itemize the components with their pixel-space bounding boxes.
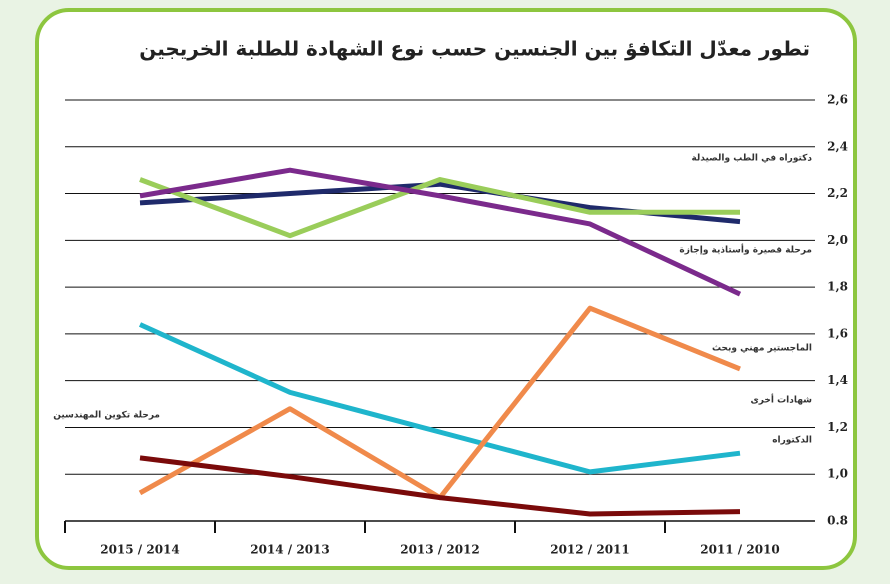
- annotation: دكتوراه في الطب والصيدلة: [691, 154, 812, 164]
- annotation: مرحلة قصيرة وأستاذية وإجازة: [679, 244, 812, 256]
- y-tick-label: 1,8: [827, 280, 848, 294]
- x-tick-label: 2014 / 2013: [250, 543, 330, 557]
- y-tick-label: 0.8: [827, 514, 848, 528]
- y-tick-label: 1,6: [827, 326, 848, 340]
- y-tick-label: 2,2: [827, 186, 848, 200]
- annotation: مرحلة تكوين المهندسين: [53, 411, 160, 421]
- chart: تطور معدّل التكافؤ بين الجنسين حسب نوع ا…: [0, 0, 890, 580]
- annotation: الدكتوراه: [772, 436, 812, 446]
- annotation: الماجستير مهني وبحث: [712, 344, 812, 354]
- y-tick-label: 1,0: [827, 467, 848, 481]
- annotation: شهادات أخرى: [751, 394, 813, 406]
- y-tick-label: 2,0: [827, 233, 848, 247]
- x-tick-label: 2013 / 2012: [400, 543, 480, 557]
- x-tick-label: 2015 / 2014: [100, 543, 180, 557]
- x-tick-label: 2012 / 2011: [550, 543, 630, 557]
- y-tick-label: 2,4: [827, 139, 848, 153]
- y-tick-label: 1,2: [827, 420, 848, 434]
- y-tick-label: 1,4: [827, 373, 848, 387]
- y-tick-label: 2,6: [827, 93, 848, 107]
- x-tick-label: 2011 / 2010: [700, 543, 780, 557]
- chart-title: تطور معدّل التكافؤ بين الجنسين حسب نوع ا…: [139, 37, 810, 61]
